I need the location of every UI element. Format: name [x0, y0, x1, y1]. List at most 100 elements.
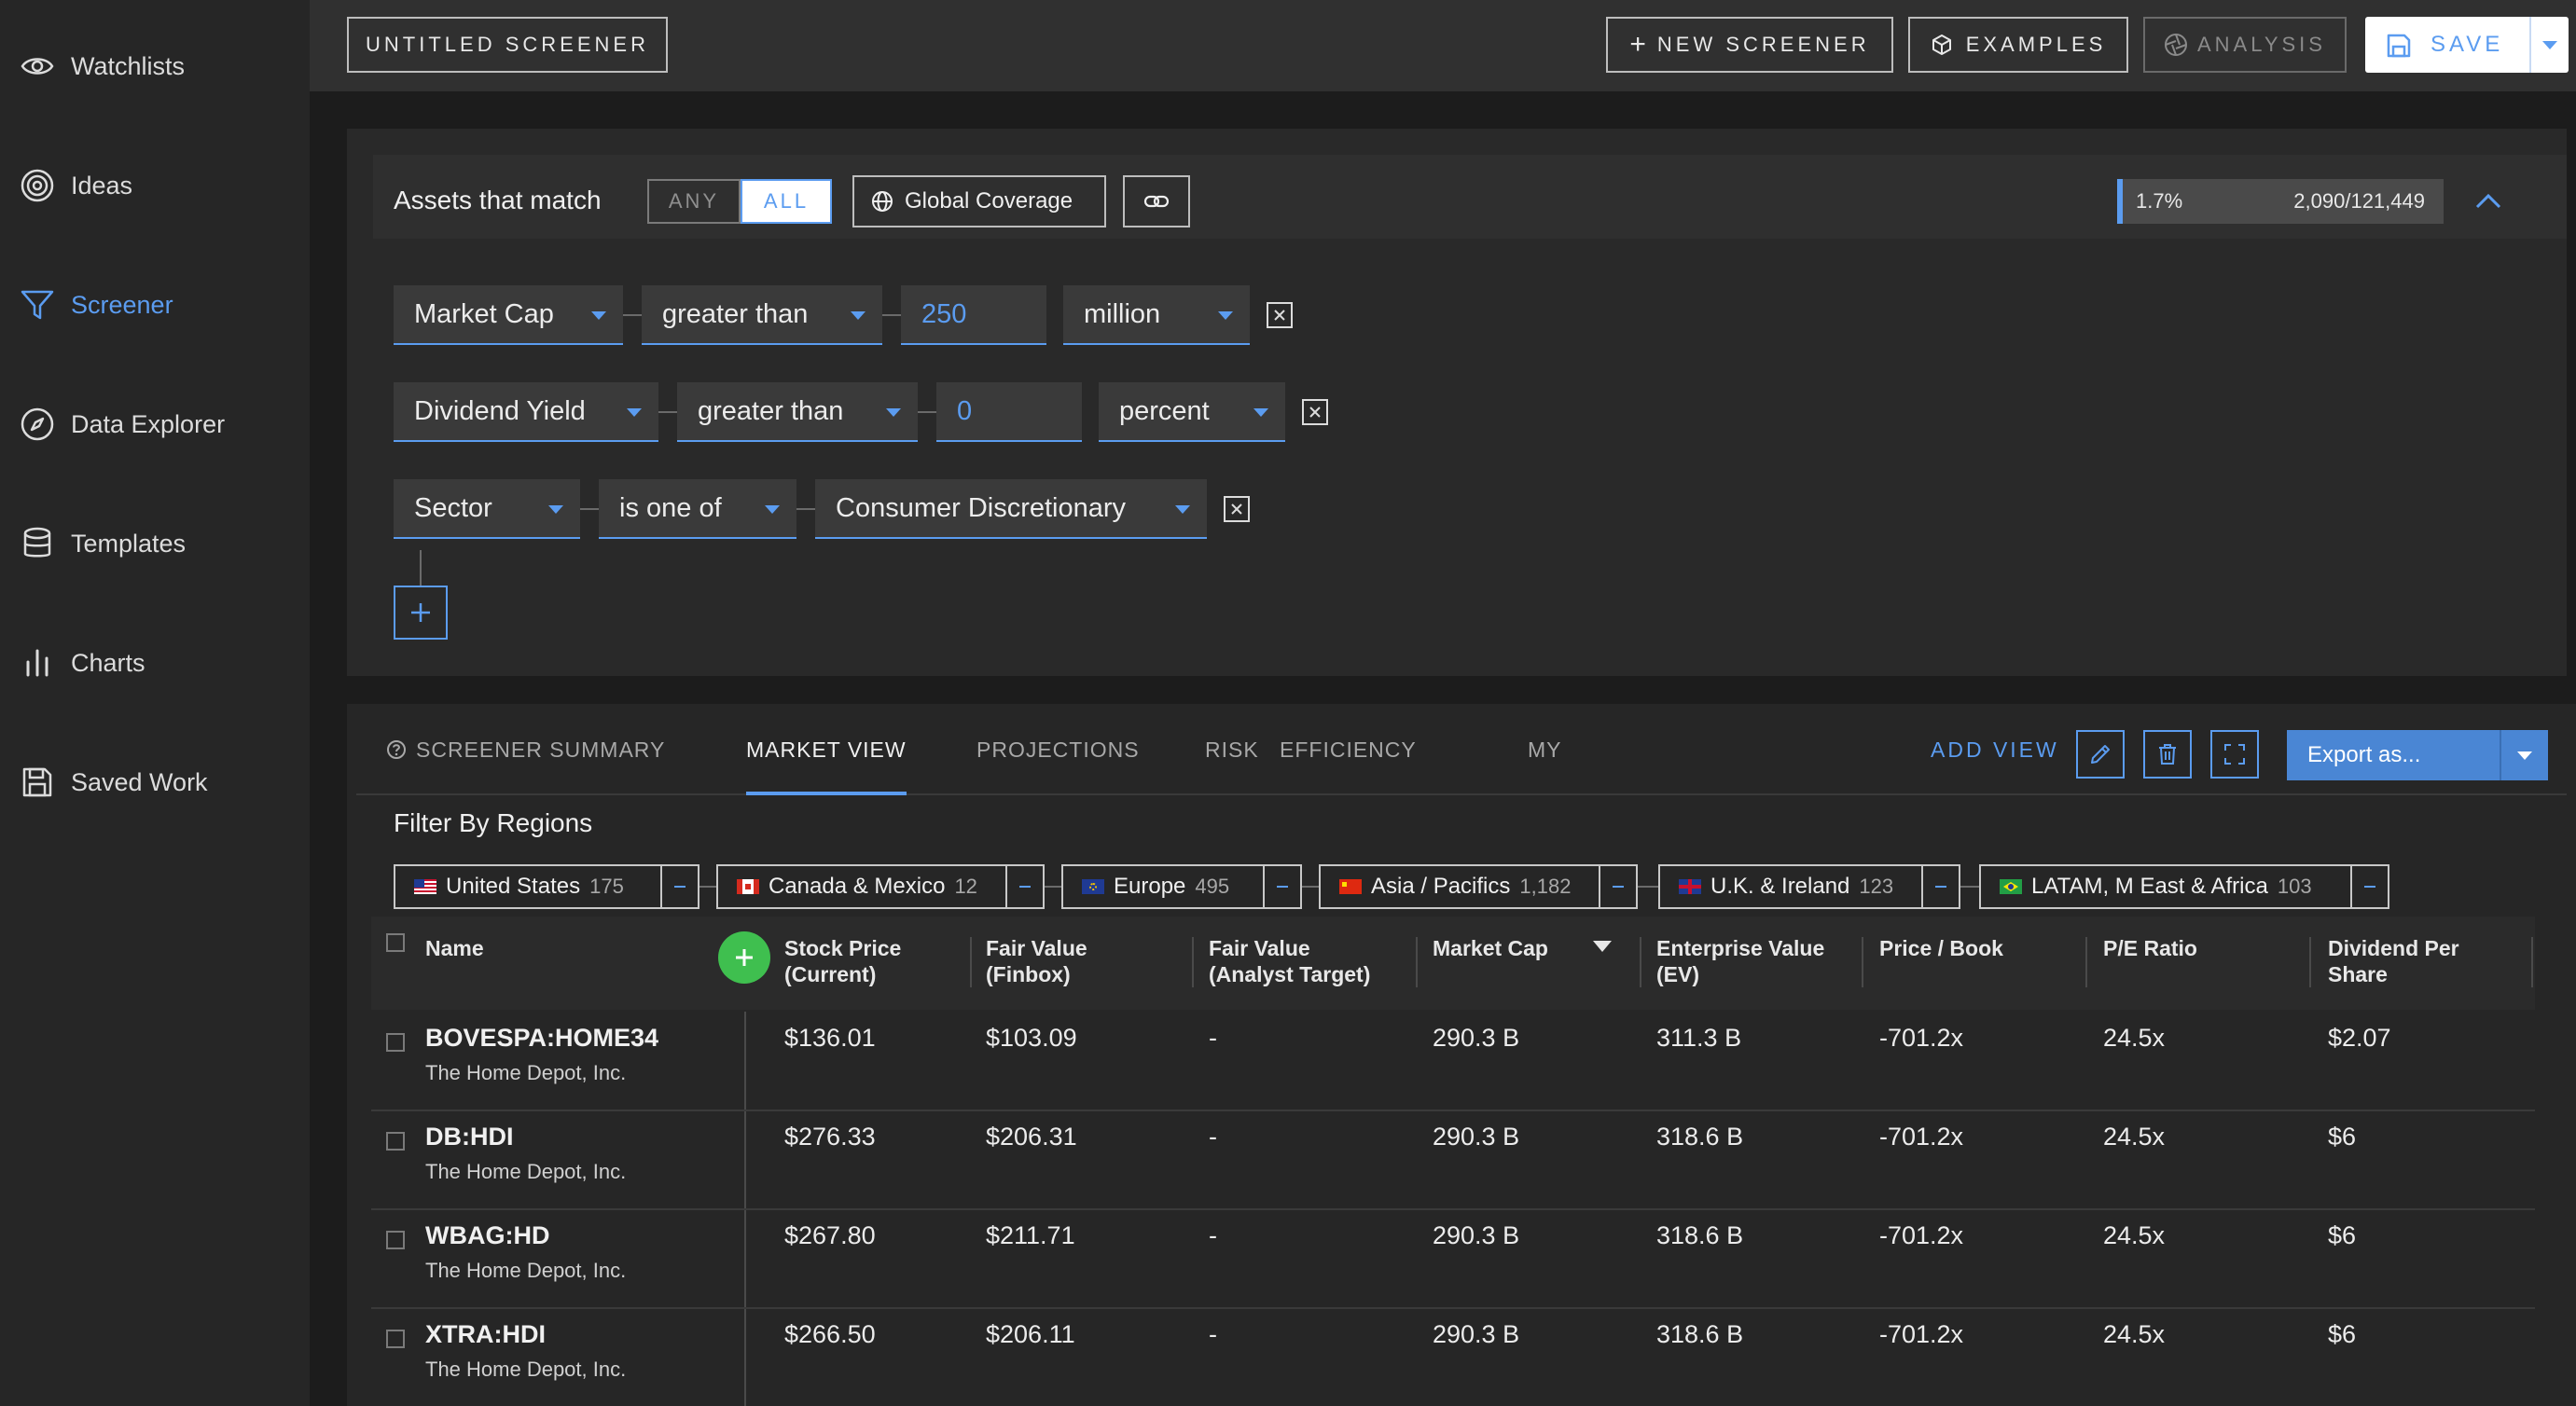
add-rule-button[interactable]	[394, 586, 448, 640]
sidebar-item-label: Ideas	[71, 171, 133, 200]
export-button[interactable]: Export as...	[2287, 730, 2548, 780]
remove-rule-button[interactable]	[1302, 399, 1328, 425]
rule-operator-value: greater than	[698, 395, 844, 426]
table-row[interactable]: WBAG:HD The Home Depot, Inc. $267.80 $21…	[371, 1210, 2535, 1309]
add-column-button[interactable]	[718, 931, 770, 984]
column-header-stock-price[interactable]: Stock Price (Current)	[784, 935, 901, 987]
fullscreen-button[interactable]	[2210, 730, 2259, 779]
global-coverage-button[interactable]: Global Coverage	[852, 175, 1106, 227]
cell-market-cap: 290.3 B	[1433, 1221, 1520, 1249]
save-button[interactable]: SAVE	[2365, 17, 2569, 73]
row-company: The Home Depot, Inc.	[425, 1061, 627, 1084]
remove-region-button[interactable]	[1921, 866, 1959, 907]
top-bar: UNTITLED SCREENER + NEW SCREENER EXAMPLE…	[310, 0, 2576, 91]
remove-rule-button[interactable]	[1267, 302, 1293, 328]
collapse-panel-button[interactable]	[2468, 181, 2509, 222]
rule-unit-dropdown[interactable]: percent	[1099, 382, 1285, 442]
new-screener-button[interactable]: + NEW SCREENER	[1606, 17, 1893, 73]
save-icon	[19, 764, 56, 801]
eu-flag-icon	[1082, 879, 1104, 894]
table-row[interactable]: XTRA:HDI The Home Depot, Inc. $266.50 $2…	[371, 1309, 2535, 1406]
region-chip-united-states[interactable]: United States 175	[394, 864, 699, 909]
region-chip-uk-ireland[interactable]: U.K. & Ireland 123	[1658, 864, 1960, 909]
rule-value-input[interactable]: 250	[901, 285, 1046, 345]
remove-region-button[interactable]	[1263, 866, 1300, 907]
region-chip-canada-mexico[interactable]: Canada & Mexico 12	[716, 864, 1045, 909]
row-checkbox[interactable]	[386, 1132, 405, 1151]
match-all-toggle[interactable]: ALL	[741, 179, 832, 224]
match-percent: 1.7%	[2136, 189, 2183, 213]
row-checkbox[interactable]	[386, 1330, 405, 1348]
minus-icon	[674, 886, 686, 888]
sidebar-item-templates[interactable]: Templates	[0, 506, 310, 581]
remove-region-button[interactable]	[1599, 866, 1636, 907]
edit-view-button[interactable]	[2076, 730, 2125, 779]
tab-risk[interactable]: RISK	[1205, 704, 1259, 795]
rule-value-input[interactable]: 0	[936, 382, 1082, 442]
region-chip-europe[interactable]: Europe 495	[1061, 864, 1302, 909]
rule-operator-dropdown[interactable]: greater than	[642, 285, 882, 345]
rule-value-dropdown[interactable]: Consumer Discretionary	[815, 479, 1207, 539]
tab-market-view[interactable]: MARKET VIEW	[746, 704, 907, 795]
row-checkbox[interactable]	[386, 1033, 405, 1052]
save-dropdown-toggle[interactable]	[2529, 17, 2569, 73]
column-header-enterprise-value[interactable]: Enterprise Value (EV)	[1656, 935, 1824, 987]
sort-descending-icon[interactable]	[1593, 941, 1612, 952]
sidebar-item-data-explorer[interactable]: Data Explorer	[0, 387, 310, 462]
row-symbol[interactable]: DB:HDI	[425, 1123, 514, 1151]
export-dropdown-toggle[interactable]	[2500, 730, 2548, 780]
tab-projections[interactable]: PROJECTIONS	[976, 704, 1140, 795]
rule-field-dropdown[interactable]: Dividend Yield	[394, 382, 658, 442]
cell-market-cap: 290.3 B	[1433, 1024, 1520, 1052]
delete-view-button[interactable]	[2143, 730, 2192, 779]
header-line: Stock Price	[784, 936, 902, 960]
region-chip-asia-pacifics[interactable]: Asia / Pacifics 1,182	[1319, 864, 1638, 909]
remove-region-button[interactable]	[2350, 866, 2388, 907]
match-any-toggle[interactable]: ANY	[647, 179, 741, 224]
rule-connector	[918, 411, 936, 413]
examples-button[interactable]: EXAMPLES	[1908, 17, 2128, 73]
remove-rule-button[interactable]	[1224, 496, 1250, 522]
column-header-pe-ratio[interactable]: P/E Ratio	[2103, 935, 2197, 961]
add-view-button[interactable]: ADD VIEW	[1931, 737, 2059, 762]
rule-operator-dropdown[interactable]: is one of	[599, 479, 796, 539]
row-symbol[interactable]: WBAG:HD	[425, 1221, 550, 1249]
chevron-down-icon	[2517, 751, 2532, 760]
cell-price-book: -701.2x	[1879, 1221, 1964, 1249]
row-symbol[interactable]: BOVESPA:HOME34	[425, 1024, 659, 1052]
sidebar-item-screener[interactable]: Screener	[0, 268, 310, 342]
column-header-dividend-per-share[interactable]: Dividend Per Share	[2328, 935, 2459, 987]
rule-unit-dropdown[interactable]: million	[1063, 285, 1250, 345]
sidebar-item-saved-work[interactable]: Saved Work	[0, 745, 310, 820]
sidebar-item-watchlists[interactable]: Watchlists	[0, 29, 310, 103]
row-symbol[interactable]: XTRA:HDI	[425, 1320, 546, 1348]
sidebar-item-charts[interactable]: Charts	[0, 626, 310, 700]
column-header-fair-value-analyst[interactable]: Fair Value (Analyst Target)	[1209, 935, 1370, 987]
sidebar-item-ideas[interactable]: Ideas	[0, 148, 310, 223]
select-all-checkbox[interactable]	[386, 933, 405, 952]
column-header-name[interactable]: Name	[425, 936, 484, 960]
analysis-button[interactable]: ANALYSIS	[2143, 17, 2347, 73]
cell-stock-price: $136.01	[784, 1024, 876, 1052]
tab-efficiency[interactable]: EFFICIENCY	[1280, 704, 1417, 795]
table-row[interactable]: BOVESPA:HOME34 The Home Depot, Inc. $136…	[371, 1013, 2535, 1111]
remove-region-button[interactable]	[660, 866, 698, 907]
row-checkbox[interactable]	[386, 1231, 405, 1249]
column-header-fair-value-finbox[interactable]: Fair Value (Finbox)	[986, 935, 1087, 987]
chevron-up-icon	[2474, 193, 2502, 210]
header-line: Dividend Per	[2328, 936, 2459, 960]
rule-field-dropdown[interactable]: Sector	[394, 479, 580, 539]
tab-my[interactable]: MY	[1528, 704, 1562, 795]
rule-field-dropdown[interactable]: Market Cap	[394, 285, 623, 345]
table-row[interactable]: DB:HDI The Home Depot, Inc. $276.33 $206…	[371, 1111, 2535, 1210]
screener-title-button[interactable]: UNTITLED SCREENER	[347, 17, 668, 73]
rule-operator-dropdown[interactable]: greater than	[677, 382, 918, 442]
region-count: 103	[2277, 875, 2312, 898]
remove-region-button[interactable]	[1005, 866, 1043, 907]
column-divider	[2085, 937, 2087, 987]
column-header-price-book[interactable]: Price / Book	[1879, 935, 2003, 961]
tab-screener-summary[interactable]: SCREENER SUMMARY	[386, 704, 665, 795]
region-chip-latam-meast-africa[interactable]: LATAM, M East & Africa 103	[1979, 864, 2389, 909]
column-header-market-cap[interactable]: Market Cap	[1433, 935, 1548, 961]
share-link-button[interactable]	[1123, 175, 1190, 227]
